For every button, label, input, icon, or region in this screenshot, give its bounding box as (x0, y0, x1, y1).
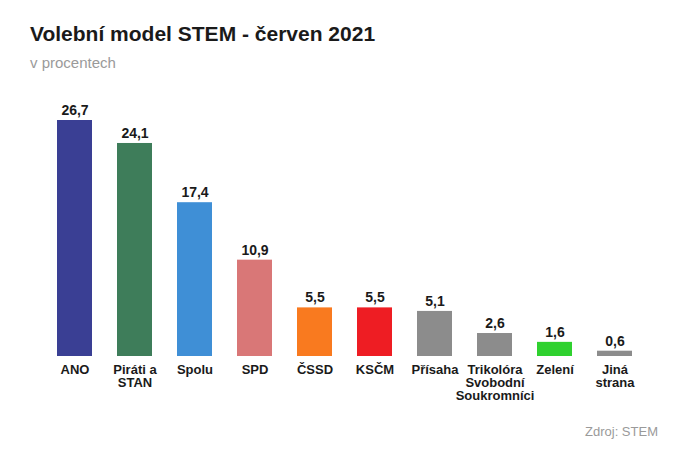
svg-text:ČSSD: ČSSD (297, 362, 333, 377)
html-text:Zdroj: STEM: Zdroj: STEM (585, 424, 658, 439)
svg-text:5,5: 5,5 (365, 289, 385, 305)
svg-text:0,6: 0,6 (605, 333, 625, 349)
svg-text:Jinástrana: Jinástrana (595, 362, 635, 390)
svg-text:1,6: 1,6 (545, 324, 565, 340)
svg-text:Zelení: Zelení (536, 362, 574, 377)
html-text:v procentech: v procentech (30, 54, 116, 71)
svg-text:26,7: 26,7 (61, 102, 88, 118)
svg-text:ANO: ANO (61, 362, 90, 377)
svg-text:Přísaha: Přísaha (412, 362, 460, 377)
html-text:Volební model STEM - červen 20: Volební model STEM - červen 2021 (30, 22, 376, 45)
svg-text:SPD: SPD (242, 362, 269, 377)
svg-text:TrikolóraSvobodníSoukromníci: TrikolóraSvobodníSoukromníci (456, 362, 535, 403)
svg-text:Spolu: Spolu (177, 362, 213, 377)
svg-text:KSČM: KSČM (356, 362, 394, 377)
svg-text:10,9: 10,9 (241, 242, 268, 258)
svg-text:24,1: 24,1 (121, 125, 148, 141)
svg-text:17,4: 17,4 (181, 184, 208, 200)
svg-text:Piráti aSTAN: Piráti aSTAN (113, 362, 157, 390)
svg-text:5,1: 5,1 (425, 293, 445, 309)
svg-text:5,5: 5,5 (305, 289, 325, 305)
svg-text:2,6: 2,6 (485, 315, 505, 331)
